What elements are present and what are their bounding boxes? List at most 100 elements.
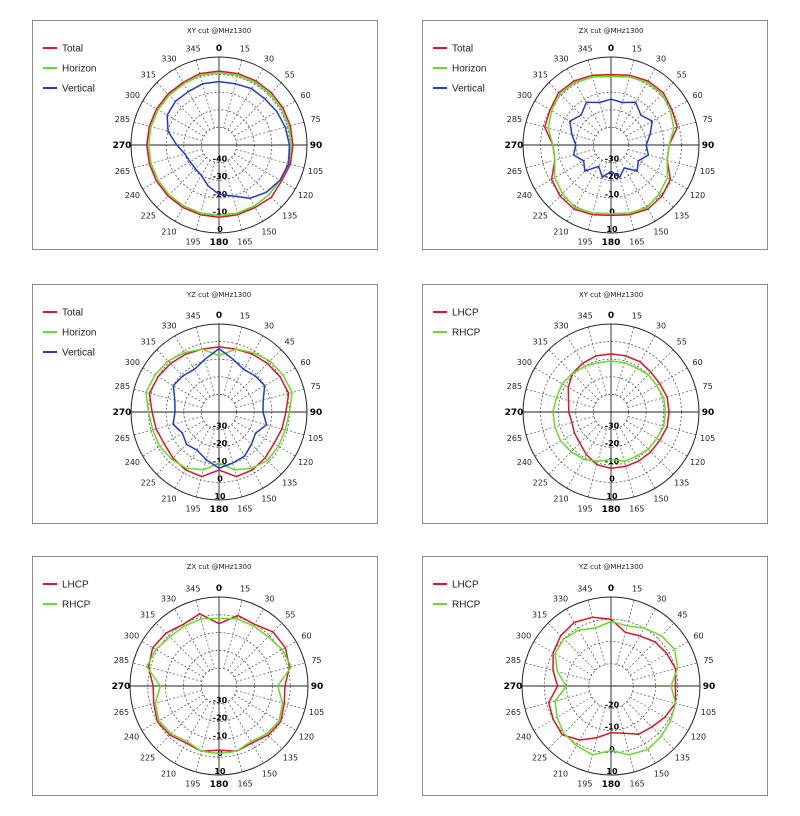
angle-tick-label: 330 bbox=[161, 321, 176, 330]
radial-tick-label: 0 bbox=[609, 207, 615, 216]
angle-tick-label: 60 bbox=[301, 91, 311, 100]
angle-tick-label: 225 bbox=[532, 753, 547, 762]
radial-tick-label: -20 bbox=[605, 700, 620, 709]
angle-tick-label: 0 bbox=[608, 584, 614, 594]
angle-tick-label: 15 bbox=[632, 584, 642, 593]
angle-tick-label: 240 bbox=[517, 458, 532, 467]
angle-tick-label: 15 bbox=[632, 311, 642, 320]
angle-tick-label: 30 bbox=[656, 321, 666, 330]
legend-label: Total bbox=[62, 44, 83, 55]
polar-panel-xy-cut-circular: XY cut @MHz1300 0 15 30 55 60 75 90 105 120 135 150… bbox=[422, 284, 768, 524]
angle-tick-label: 285 bbox=[115, 115, 130, 124]
radial-tick-label: 0 bbox=[217, 225, 223, 234]
series-line-rhcp bbox=[554, 620, 679, 756]
angle-tick-label: 55 bbox=[677, 337, 687, 346]
polar-chart: XY cut @MHz1300 0 15 30 55 60 75 90 105 120 135 150… bbox=[433, 291, 715, 515]
legend-label: RHCP bbox=[62, 600, 91, 611]
grid-spoke bbox=[174, 701, 211, 764]
series-line-horizon bbox=[547, 75, 675, 215]
radial-tick-label: 10 bbox=[214, 492, 226, 501]
radial-tick-label: -20 bbox=[605, 439, 620, 448]
radial-tick-label: -30 bbox=[213, 172, 228, 181]
angle-tick-label: 120 bbox=[299, 733, 314, 742]
angle-tick-label: 60 bbox=[693, 632, 703, 641]
grid-spoke bbox=[547, 622, 596, 671]
radial-tick-label: 10 bbox=[214, 767, 226, 776]
angle-tick-label: 195 bbox=[577, 238, 592, 247]
angle-tick-label: 225 bbox=[141, 212, 156, 221]
angle-tick-label: 270 bbox=[505, 141, 524, 151]
grid-spoke bbox=[223, 59, 243, 129]
series-line-lhcp bbox=[547, 616, 677, 741]
angle-tick-label: 330 bbox=[161, 54, 176, 63]
angle-tick-label: 75 bbox=[311, 656, 321, 665]
grid-spoke bbox=[615, 326, 635, 396]
polar-panel-zx-cut-circular: ZX cut @MHz1300 0 15 30 55 60 75 90 105 120 135 150… bbox=[32, 556, 378, 796]
angle-tick-label: 15 bbox=[240, 44, 250, 53]
grid-spoke bbox=[616, 707, 635, 773]
series-line-lhcp bbox=[147, 613, 291, 753]
angle-tick-label: 60 bbox=[301, 358, 311, 367]
angle-tick-label: 180 bbox=[210, 780, 229, 790]
angle-tick-label: 315 bbox=[141, 70, 156, 79]
angle-tick-label: 0 bbox=[216, 44, 222, 54]
radial-tick-label: 10 bbox=[606, 225, 618, 234]
angle-tick-label: 240 bbox=[516, 733, 531, 742]
angle-tick-label: 210 bbox=[553, 769, 568, 778]
angle-tick-label: 105 bbox=[308, 167, 323, 176]
angle-tick-label: 135 bbox=[283, 753, 298, 762]
legend-label: Horizon bbox=[62, 64, 96, 75]
angle-tick-label: 195 bbox=[185, 505, 200, 514]
angle-tick-label: 265 bbox=[115, 434, 130, 443]
series-line-total bbox=[146, 70, 294, 218]
angle-tick-label: 60 bbox=[693, 91, 703, 100]
angle-tick-label: 90 bbox=[702, 141, 715, 151]
angle-tick-label: 30 bbox=[264, 54, 274, 63]
angle-tick-label: 135 bbox=[282, 212, 297, 221]
angle-tick-label: 90 bbox=[310, 408, 323, 418]
angle-tick-label: 180 bbox=[602, 505, 621, 515]
angle-tick-label: 150 bbox=[653, 228, 668, 237]
angle-tick-label: 300 bbox=[517, 358, 532, 367]
legend-label: Vertical bbox=[62, 348, 95, 359]
angle-tick-label: 75 bbox=[703, 656, 713, 665]
chart-title: XY cut @MHz1300 bbox=[579, 291, 643, 299]
grid-spoke bbox=[587, 707, 606, 773]
angle-tick-label: 150 bbox=[261, 228, 276, 237]
radial-tick-label: -30 bbox=[605, 422, 620, 431]
angle-tick-label: 90 bbox=[310, 141, 323, 151]
angle-tick-label: 90 bbox=[702, 408, 715, 418]
series-line-horizon bbox=[147, 72, 292, 217]
angle-tick-label: 105 bbox=[308, 434, 323, 443]
chart-title: ZX cut @MHz1300 bbox=[579, 27, 644, 35]
angle-tick-label: 60 bbox=[693, 358, 703, 367]
grid-spoke bbox=[626, 701, 675, 750]
grid-spoke bbox=[632, 691, 698, 710]
angle-tick-label: 165 bbox=[238, 780, 253, 789]
chart-title: XY cut @MHz1300 bbox=[187, 27, 251, 35]
angle-tick-label: 270 bbox=[505, 408, 524, 418]
grid-spoke bbox=[223, 326, 243, 396]
angle-tick-label: 30 bbox=[264, 595, 274, 604]
angle-tick-label: 285 bbox=[115, 382, 130, 391]
angle-tick-label: 240 bbox=[125, 191, 140, 200]
series-line-rhcp bbox=[146, 617, 292, 755]
angle-tick-label: 330 bbox=[553, 54, 568, 63]
angle-tick-label: 120 bbox=[298, 458, 313, 467]
angle-tick-label: 15 bbox=[632, 44, 642, 53]
series-line-rhcp bbox=[552, 360, 667, 463]
polar-chart: ZX cut @MHz1300 0 15 30 55 60 75 90 105 120 135 150… bbox=[433, 27, 715, 248]
angle-tick-label: 345 bbox=[577, 44, 592, 53]
grid-spoke bbox=[141, 694, 204, 731]
legend-label: LHCP bbox=[452, 580, 479, 591]
grid-spoke bbox=[533, 696, 592, 731]
radial-tick-label: -10 bbox=[213, 731, 228, 740]
grid-spoke bbox=[156, 82, 207, 133]
series-line-lhcp bbox=[567, 353, 670, 470]
radial-tick-label: -20 bbox=[213, 439, 228, 448]
angle-tick-label: 345 bbox=[185, 311, 200, 320]
angle-tick-label: 330 bbox=[553, 595, 568, 604]
grid-spoke bbox=[133, 388, 203, 408]
angle-tick-label: 75 bbox=[310, 115, 320, 124]
grid-spoke bbox=[227, 427, 264, 489]
